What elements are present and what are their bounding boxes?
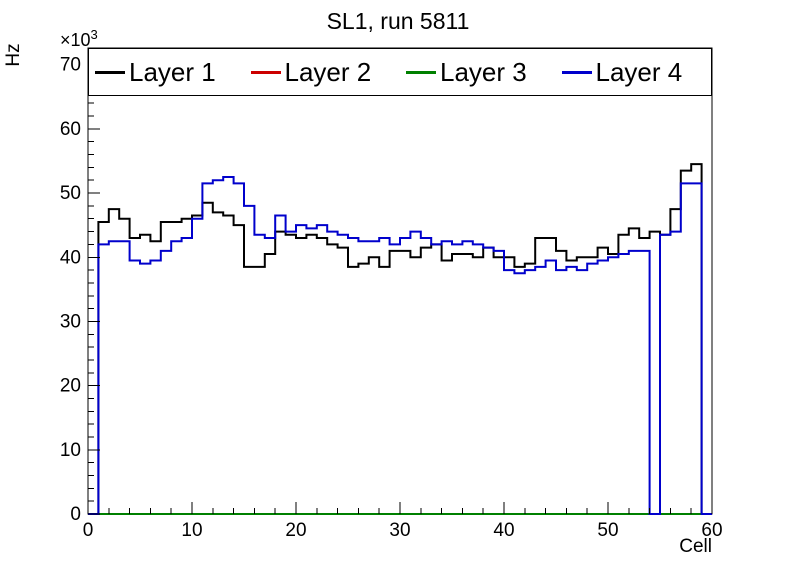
legend-label-layer-3: Layer 3 [440,56,527,87]
y-axis-multiplier: ×103 [60,27,98,51]
x-axis-title: Cell [679,536,712,557]
legend-entry-layer-3: Layer 3 [400,49,556,95]
legend-line-sample-layer-3 [406,70,436,74]
y-tick-label: 30 [60,311,81,332]
legend-entry-layer-1: Layer 1 [89,49,245,95]
y-tick-label: 0 [70,504,81,525]
y-tick-label: 70 [60,55,81,76]
x-tick-label: 10 [181,520,202,541]
y-tick-label: 20 [60,376,81,397]
legend: Layer 1 Layer 2 Layer 3 Layer 4 [88,48,712,96]
legend-label-layer-1: Layer 1 [129,56,216,87]
y-tick-label: 50 [60,183,81,204]
legend-entry-layer-2: Layer 2 [245,49,401,95]
x-tick-label: 50 [597,520,618,541]
x-tick-label: 60 [701,520,722,541]
x-tick-label: 30 [389,520,410,541]
legend-entry-layer-4: Layer 4 [556,49,712,95]
y-axis-title: Hz [3,43,24,67]
x-tick-label: 20 [285,520,306,541]
plot-frame [87,47,713,515]
legend-label-layer-2: Layer 2 [284,56,372,87]
y-axis-multiplier-exponent: 3 [90,27,98,42]
y-tick-label: 40 [60,247,81,268]
series-path-layer-1 [88,163,712,515]
y-tick-label: 10 [60,440,81,461]
series-path-layer-4 [88,176,712,515]
chart-title: SL1, run 5811 [326,8,470,34]
legend-line-sample-layer-1 [95,70,125,74]
x-tick-label: 40 [493,520,514,541]
y-tick-label: 60 [60,119,81,140]
x-tick-label: 0 [83,520,94,541]
legend-line-sample-layer-4 [561,70,592,74]
legend-label-layer-4: Layer 4 [595,56,683,87]
y-axis-multiplier-base: ×10 [60,30,91,50]
legend-line-sample-layer-2 [250,70,281,74]
